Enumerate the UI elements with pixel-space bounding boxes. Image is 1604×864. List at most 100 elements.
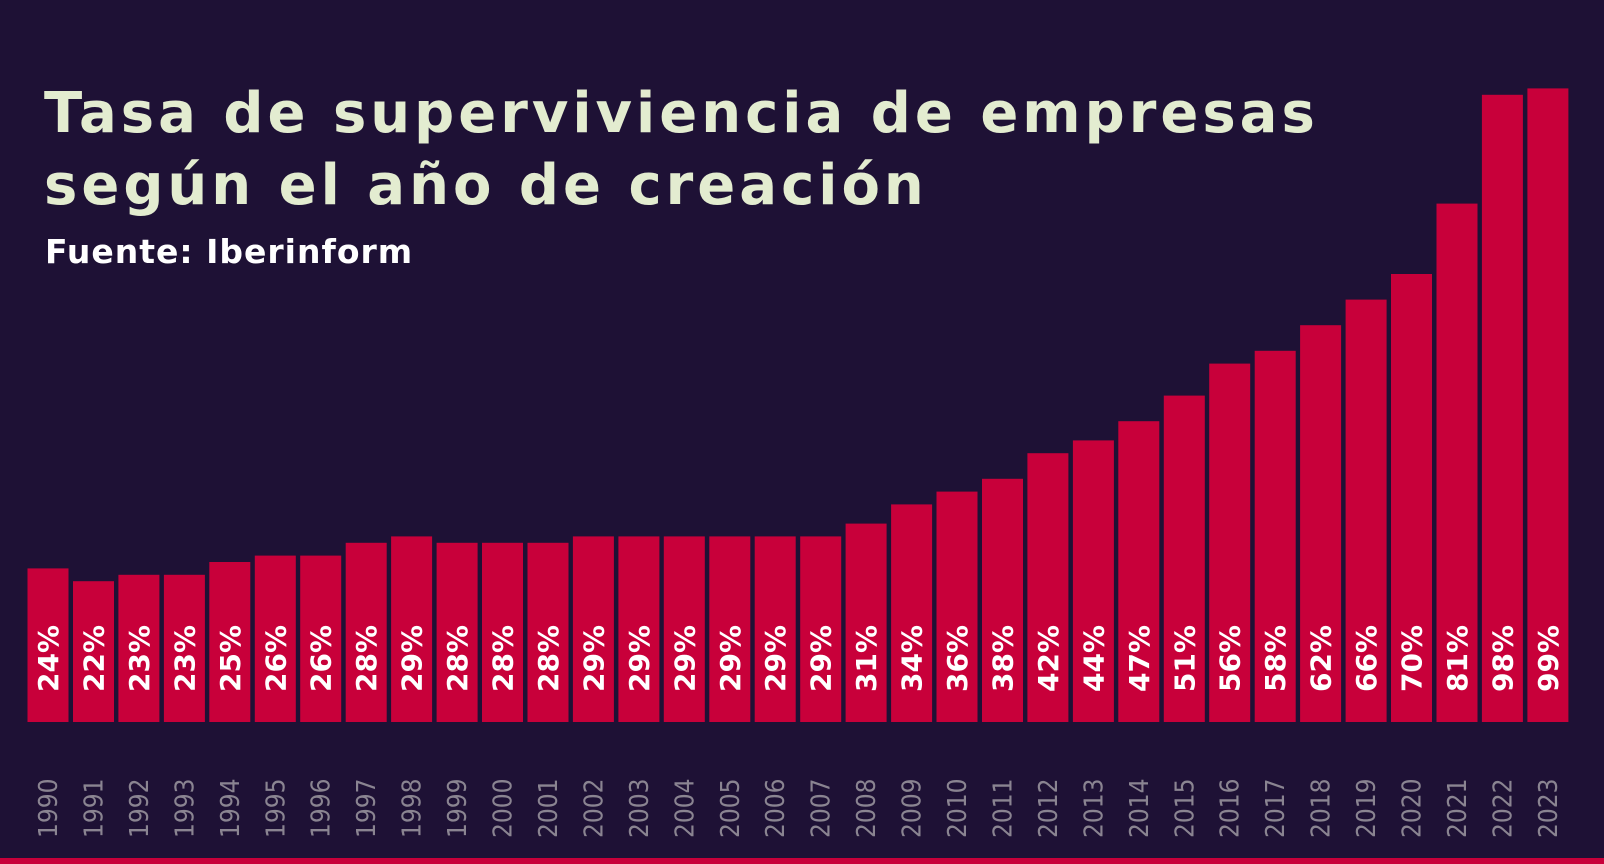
chart-title-line-1: Tasa de superviviencia de empresas xyxy=(44,81,1319,146)
x-tick-1993: 1993 xyxy=(170,778,200,838)
x-tick-2004: 2004 xyxy=(670,778,700,838)
value-label-1991: 22% xyxy=(78,625,111,692)
x-tick-2003: 2003 xyxy=(625,778,655,838)
value-label-1990: 24% xyxy=(32,625,65,692)
value-label-2005: 29% xyxy=(714,625,747,692)
value-label-2003: 29% xyxy=(623,625,656,692)
bar-2019 xyxy=(1345,299,1387,722)
value-label-1995: 26% xyxy=(259,625,292,692)
bar-2021 xyxy=(1436,203,1478,723)
bar-2018 xyxy=(1300,325,1342,722)
bar-2022 xyxy=(1481,94,1523,723)
value-label-2020: 70% xyxy=(1396,625,1429,692)
chart-title: Tasa de superviviencia de empresas según… xyxy=(44,78,1319,222)
chart-title-line-2: según el año de creación xyxy=(44,153,928,218)
value-label-2009: 34% xyxy=(896,625,929,692)
bottom-rule xyxy=(0,858,1604,864)
x-tick-2020: 2020 xyxy=(1398,778,1428,838)
x-tick-2015: 2015 xyxy=(1170,778,1200,838)
bar-2011 xyxy=(982,478,1023,722)
value-label-2015: 51% xyxy=(1168,625,1201,692)
bar-2012 xyxy=(1027,453,1069,722)
value-label-1997: 28% xyxy=(350,625,383,692)
x-tick-2000: 2000 xyxy=(489,778,519,838)
value-label-2012: 42% xyxy=(1032,625,1065,692)
bar-1996 xyxy=(300,555,342,722)
x-tick-2014: 2014 xyxy=(1125,778,1155,838)
bar-2016 xyxy=(1209,363,1251,722)
value-label-2017: 58% xyxy=(1259,625,1292,692)
bar-2013 xyxy=(1072,440,1114,722)
x-tick-2005: 2005 xyxy=(716,778,746,838)
x-tick-2023: 2023 xyxy=(1534,778,1564,838)
value-label-2000: 28% xyxy=(487,625,520,692)
value-label-2022: 98% xyxy=(1486,625,1519,692)
x-tick-2001: 2001 xyxy=(534,778,564,838)
value-label-2008: 31% xyxy=(850,625,883,692)
bar-1991 xyxy=(73,581,114,722)
x-tick-2016: 2016 xyxy=(1216,778,1246,838)
x-tick-2022: 2022 xyxy=(1488,778,1518,838)
x-tick-2011: 2011 xyxy=(989,778,1019,838)
x-tick-1991: 1991 xyxy=(80,778,110,838)
x-tick-2009: 2009 xyxy=(898,778,928,838)
x-tick-1995: 1995 xyxy=(261,778,291,838)
value-label-2010: 36% xyxy=(941,625,974,692)
bar-2007 xyxy=(800,536,842,722)
value-label-2021: 81% xyxy=(1441,625,1474,692)
value-label-2001: 28% xyxy=(532,625,565,692)
x-tick-2002: 2002 xyxy=(579,778,609,838)
bar-2005 xyxy=(709,536,751,722)
value-label-2023: 99% xyxy=(1532,625,1565,692)
value-label-2014: 47% xyxy=(1123,625,1156,692)
bar-2004 xyxy=(663,536,705,722)
value-label-1993: 23% xyxy=(168,625,201,692)
value-label-2011: 38% xyxy=(987,625,1020,692)
bar-1997 xyxy=(345,542,387,722)
bar-2006 xyxy=(754,536,796,722)
bar-2010 xyxy=(936,491,978,722)
bar-1994 xyxy=(209,562,251,722)
bar-2009 xyxy=(891,504,933,722)
value-label-1994: 25% xyxy=(214,625,247,692)
x-tick-2013: 2013 xyxy=(1079,778,1109,838)
value-label-1998: 29% xyxy=(396,625,429,692)
bar-1995 xyxy=(254,555,296,722)
bar-1992 xyxy=(118,574,160,722)
bar-2020 xyxy=(1391,274,1432,722)
value-label-1992: 23% xyxy=(123,625,156,692)
bar-2014 xyxy=(1118,421,1160,722)
bar-2023 xyxy=(1527,88,1569,722)
x-tick-2018: 2018 xyxy=(1307,778,1337,838)
x-tick-2021: 2021 xyxy=(1443,778,1473,838)
bar-2001 xyxy=(527,542,569,722)
bar-2003 xyxy=(618,536,660,722)
x-tick-2012: 2012 xyxy=(1034,778,1064,838)
value-label-2016: 56% xyxy=(1214,625,1247,692)
x-tick-1992: 1992 xyxy=(125,778,155,838)
value-label-2013: 44% xyxy=(1077,625,1110,692)
x-tick-1994: 1994 xyxy=(216,778,246,838)
bar-1998 xyxy=(391,536,433,722)
bar-1993 xyxy=(163,574,205,722)
value-label-2019: 66% xyxy=(1350,625,1383,692)
value-label-2002: 29% xyxy=(577,625,610,692)
bar-1999 xyxy=(436,542,478,722)
x-tick-1999: 1999 xyxy=(443,778,473,838)
chart-source: Fuente: Iberinform xyxy=(45,232,414,271)
x-tick-1998: 1998 xyxy=(398,778,428,838)
x-tick-1996: 1996 xyxy=(307,778,337,838)
x-tick-2017: 2017 xyxy=(1261,778,1291,838)
x-tick-1997: 1997 xyxy=(352,778,382,838)
x-tick-2008: 2008 xyxy=(852,778,882,838)
x-tick-1990: 1990 xyxy=(34,778,64,838)
value-label-1996: 26% xyxy=(305,625,338,692)
value-label-2007: 29% xyxy=(805,625,838,692)
bar-2002 xyxy=(572,536,614,722)
x-tick-2019: 2019 xyxy=(1352,778,1382,838)
bar-2008 xyxy=(845,523,887,722)
bar-2015 xyxy=(1163,395,1205,722)
x-tick-2010: 2010 xyxy=(943,778,973,838)
value-label-2006: 29% xyxy=(759,625,792,692)
